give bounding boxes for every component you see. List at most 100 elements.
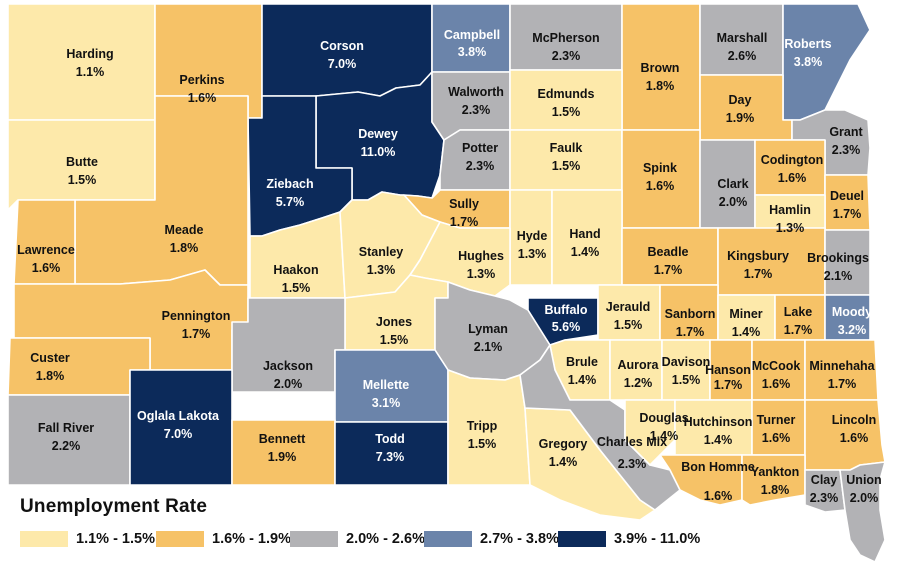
- county-yankton: [741, 454, 806, 506]
- county-name-union: Union: [846, 473, 881, 487]
- county-name-miner: Miner: [729, 307, 762, 321]
- county-name-ziebach: Ziebach: [266, 177, 313, 191]
- county-name-potter: Potter: [462, 141, 498, 155]
- county-codington: [754, 139, 826, 196]
- county-name-dewey: Dewey: [358, 127, 398, 141]
- county-name-brown: Brown: [641, 61, 680, 75]
- county-name-lincoln: Lincoln: [832, 413, 876, 427]
- county-rate-spink: 1.6%: [646, 179, 675, 193]
- county-rate-kingsbury: 1.7%: [744, 267, 773, 281]
- county-name-gregory: Gregory: [539, 437, 588, 451]
- county-name-campbell: Campbell: [444, 28, 500, 42]
- county-rate-haakon: 1.5%: [282, 281, 311, 295]
- county-name-kingsbury: Kingsbury: [727, 249, 789, 263]
- county-name-jones: Jones: [376, 315, 412, 329]
- county-name-fall-river: Fall River: [38, 421, 94, 435]
- county-name-hughes: Hughes: [458, 249, 504, 263]
- county-name-spink: Spink: [643, 161, 677, 175]
- county-name-lyman: Lyman: [468, 322, 508, 336]
- county-name-marshall: Marshall: [717, 31, 768, 45]
- county-rate-gregory: 1.4%: [549, 455, 578, 469]
- county-name-mellette: Mellette: [363, 378, 410, 392]
- county-rate-lincoln: 1.6%: [840, 431, 869, 445]
- county-name-clay: Clay: [811, 473, 837, 487]
- county-name-aurora: Aurora: [618, 358, 660, 372]
- county-name-hand: Hand: [569, 227, 600, 241]
- county-rate-custer: 1.8%: [36, 369, 65, 383]
- county-rate-miner: 1.4%: [732, 325, 761, 339]
- county-davison: [661, 339, 711, 401]
- county-rate-hughes: 1.3%: [467, 267, 496, 281]
- county-name-deuel: Deuel: [830, 189, 864, 203]
- county-rate-brookings: 2.1%: [824, 269, 853, 283]
- county-rate-harding: 1.1%: [76, 65, 105, 79]
- county-rate-brown: 1.8%: [646, 79, 675, 93]
- county-name-lake: Lake: [784, 305, 813, 319]
- county-day: [699, 74, 793, 141]
- county-rate-codington: 1.6%: [778, 171, 807, 185]
- legend-swatch: [558, 531, 606, 547]
- county-rate-buffalo: 5.6%: [552, 320, 581, 334]
- county-name-edmunds: Edmunds: [538, 87, 595, 101]
- county-rate-jones: 1.5%: [380, 333, 409, 347]
- county-rate-hamlin: 1.3%: [776, 221, 805, 235]
- county-name-oglala-lakota: Oglala Lakota: [137, 409, 220, 423]
- legend-title: Unemployment Rate: [20, 496, 208, 517]
- county-rate-campbell: 3.8%: [458, 45, 487, 59]
- county-rate-hutchinson: 1.4%: [704, 433, 733, 447]
- county-name-bennett: Bennett: [259, 432, 306, 446]
- county-name-hamlin: Hamlin: [769, 203, 811, 217]
- county-harding: [7, 3, 156, 121]
- county-rate-marshall: 2.6%: [728, 49, 757, 63]
- legend-swatch: [290, 531, 338, 547]
- county-name-hutchinson: Hutchinson: [684, 415, 753, 429]
- county-name-moody: Moody: [832, 305, 872, 319]
- county-name-jackson: Jackson: [263, 359, 313, 373]
- county-rate-lake: 1.7%: [784, 323, 813, 337]
- county-rate-charles-mix: 2.3%: [618, 457, 647, 471]
- county-rate-pennington: 1.7%: [182, 327, 211, 341]
- county-name-hyde: Hyde: [517, 229, 548, 243]
- county-shapes: [7, 3, 886, 563]
- legend-label: 2.0% - 2.6%: [346, 531, 425, 547]
- county-rate-mcpherson: 2.3%: [552, 49, 581, 63]
- county-rate-todd: 7.3%: [376, 450, 405, 464]
- legend-swatch: [424, 531, 472, 547]
- county-rate-sully: 1.7%: [450, 215, 479, 229]
- county-name-walworth: Walworth: [448, 85, 504, 99]
- county-rate-moody: 3.2%: [838, 323, 867, 337]
- county-union: [839, 461, 886, 563]
- county-rate-grant: 2.3%: [832, 143, 861, 157]
- county-name-pennington: Pennington: [162, 309, 231, 323]
- county-name-corson: Corson: [320, 39, 364, 53]
- county-rate-union: 2.0%: [850, 491, 879, 505]
- county-rate-davison: 1.5%: [672, 373, 701, 387]
- county-name-todd: Todd: [375, 432, 405, 446]
- county-rate-ziebach: 5.7%: [276, 195, 305, 209]
- county-rate-lawrence: 1.6%: [32, 261, 61, 275]
- county-name-davison: Davison: [662, 355, 711, 369]
- county-name-clark: Clark: [717, 177, 748, 191]
- county-name-haakon: Haakon: [273, 263, 318, 277]
- county-name-faulk: Faulk: [550, 141, 583, 155]
- county-name-brule: Brule: [566, 355, 598, 369]
- county-rate-day: 1.9%: [726, 111, 755, 125]
- county-name-yankton: Yankton: [751, 465, 800, 479]
- legend-label: 3.9% - 11.0%: [614, 531, 701, 547]
- county-name-beadle: Beadle: [648, 245, 689, 259]
- county-custer: [7, 337, 151, 396]
- county-name-harding: Harding: [66, 47, 113, 61]
- county-name-custer: Custer: [30, 351, 70, 365]
- county-rate-oglala-lakota: 7.0%: [164, 427, 193, 441]
- county-name-hanson: Hanson: [705, 363, 751, 377]
- county-rate-beadle: 1.7%: [654, 263, 683, 277]
- county-name-day: Day: [729, 93, 752, 107]
- county-name-roberts: Roberts: [784, 37, 831, 51]
- county-rate-dewey: 11.0%: [361, 145, 396, 159]
- county-rate-stanley: 1.3%: [367, 263, 396, 277]
- county-name-buffalo: Buffalo: [544, 303, 587, 317]
- county-name-charles-mix: Charles Mix: [597, 435, 667, 449]
- county-rate-douglas: 1.4%: [650, 429, 679, 443]
- county-name-brookings: Brookings: [807, 251, 869, 265]
